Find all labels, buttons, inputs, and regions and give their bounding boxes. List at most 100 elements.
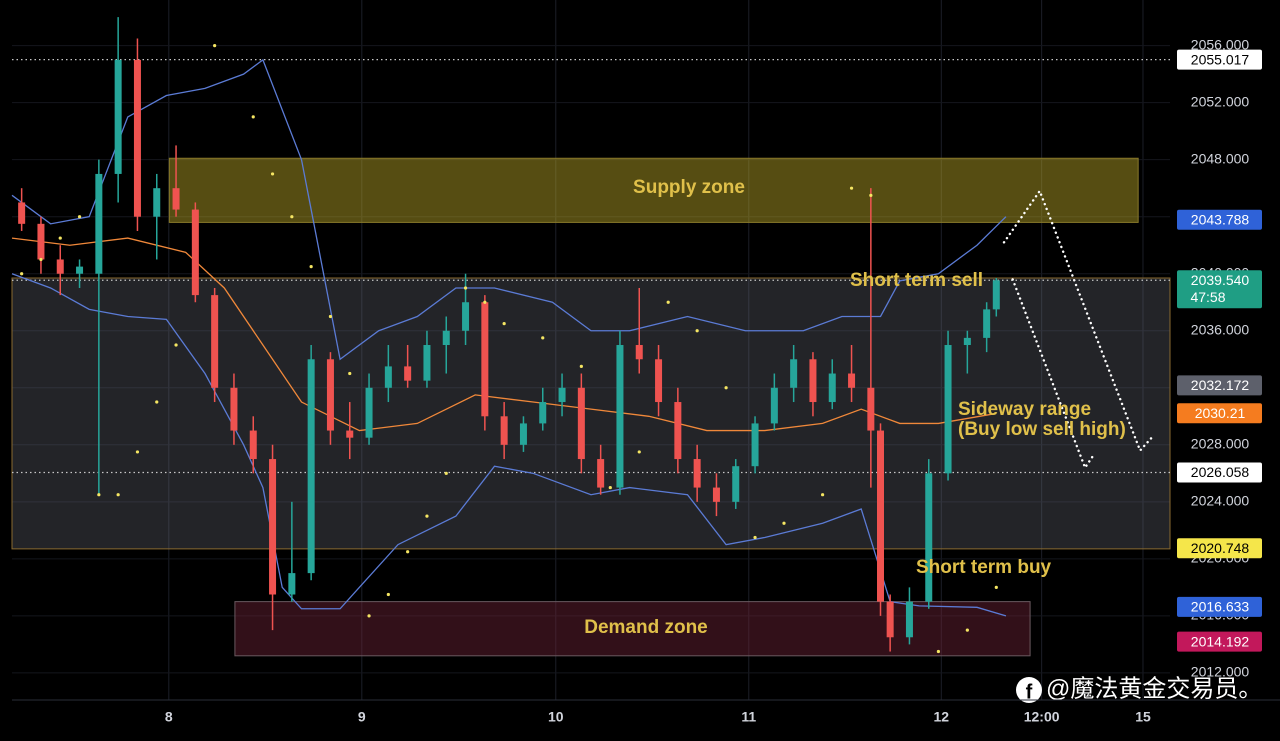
candle-body <box>674 402 682 460</box>
price-label-box <box>1177 538 1262 559</box>
sar-dot <box>444 471 448 475</box>
candle-body <box>249 430 257 460</box>
candle-body <box>153 188 161 217</box>
watermark-text: @魔法黄金交易员。 <box>1046 675 1262 702</box>
candle-body <box>616 345 624 488</box>
sar-dot <box>309 264 313 269</box>
x-tick-label: 9 <box>358 709 366 725</box>
candle-body <box>133 59 141 217</box>
annotation: Sideway range <box>958 399 1091 420</box>
x-tick-label: 12 <box>934 709 950 725</box>
watermark-icon-glyph: f <box>1026 681 1033 703</box>
candle-body <box>384 366 392 388</box>
sar-dot <box>116 493 120 497</box>
candle-body <box>732 466 740 502</box>
candle-body <box>693 459 701 488</box>
candle-body <box>770 387 778 424</box>
zone-label: Demand zone <box>584 617 708 638</box>
sar-dot <box>782 521 786 525</box>
candle-body <box>635 345 643 360</box>
price-label-box <box>1177 462 1262 483</box>
candle-body <box>500 416 508 445</box>
sar-dot <box>637 450 641 454</box>
candle-body <box>597 459 605 488</box>
sar-dot <box>821 493 825 497</box>
y-tick-label: 2012.000 <box>1191 664 1250 680</box>
candle-body <box>925 473 933 602</box>
countdown-label: 47:58 <box>1190 289 1225 305</box>
candle-body <box>905 601 913 638</box>
sar-dot <box>869 193 873 197</box>
indicator-line <box>11 273 1007 617</box>
sar-dot <box>425 514 429 518</box>
sar-dot <box>155 400 159 404</box>
candle-body <box>462 302 470 331</box>
sar-dot <box>579 364 583 368</box>
zone <box>168 157 1139 223</box>
plot-area <box>11 0 1171 700</box>
candle-body <box>172 188 180 210</box>
candle-body <box>712 487 720 502</box>
candle-body <box>481 302 489 417</box>
candle-body <box>56 259 64 274</box>
sar-dot <box>97 493 101 497</box>
y-tick-label: 2048.000 <box>1191 150 1250 166</box>
candle-body <box>18 202 26 224</box>
annotation: (Buy low sell high) <box>958 419 1126 440</box>
candle-body <box>963 337 971 346</box>
candle-body <box>269 459 277 595</box>
y-tick-label: 2056.000 <box>1191 36 1250 52</box>
candle-body <box>404 366 412 381</box>
candle-body <box>886 601 894 638</box>
x-tick-label: 15 <box>1135 709 1151 725</box>
candle-body <box>558 387 566 403</box>
sar-dot <box>502 322 506 326</box>
price-label-box <box>1177 209 1262 230</box>
x-tick-label: 10 <box>548 709 564 725</box>
candle-body <box>211 295 219 388</box>
candle-body <box>307 359 315 574</box>
sar-dot <box>77 215 82 219</box>
x-tick-label: 11 <box>741 709 756 725</box>
candle-body <box>519 423 527 445</box>
candle-body <box>191 209 199 296</box>
candle-body <box>95 173 103 274</box>
candle-body <box>288 573 296 595</box>
sar-dot <box>965 628 969 632</box>
sar-dot <box>541 336 545 340</box>
sar-dot <box>328 314 333 319</box>
candle-body <box>992 280 1000 310</box>
price-label: 2055.017 <box>1191 51 1250 67</box>
sar-dot <box>463 286 468 290</box>
sar-dot <box>724 386 728 390</box>
price-label: 2026.058 <box>1191 464 1250 480</box>
x-tick-label: 12:00 <box>1024 709 1060 725</box>
sar-dot <box>406 550 410 554</box>
sar-dot <box>666 300 670 304</box>
candle-body <box>230 387 238 431</box>
candle-body <box>809 359 817 403</box>
price-label: 2032.172 <box>1191 377 1250 393</box>
candle-body <box>539 402 547 424</box>
candle-body <box>76 266 84 274</box>
candle-body <box>365 387 373 438</box>
sar-dot <box>174 343 178 347</box>
x-tick-label: 8 <box>165 709 173 725</box>
annotation: Short term buy <box>916 557 1052 578</box>
watermark-icon <box>1016 677 1042 703</box>
sar-dot <box>270 172 275 176</box>
sar-dot <box>58 236 62 240</box>
sar-dot <box>695 329 699 333</box>
price-label: 2030.21 <box>1195 405 1246 421</box>
sar-dot <box>348 371 352 376</box>
y-tick-label: 2024.000 <box>1191 493 1250 509</box>
price-label: 2014.192 <box>1191 633 1250 649</box>
watermark: f @魔法黄金交易员。 <box>1016 675 1262 703</box>
sar-dot <box>849 186 854 190</box>
candle-body <box>577 387 585 460</box>
sar-dot <box>386 592 390 597</box>
y-tick-label: 2052.000 <box>1191 93 1250 109</box>
sar-dot <box>20 272 24 276</box>
candle-body <box>655 359 663 403</box>
